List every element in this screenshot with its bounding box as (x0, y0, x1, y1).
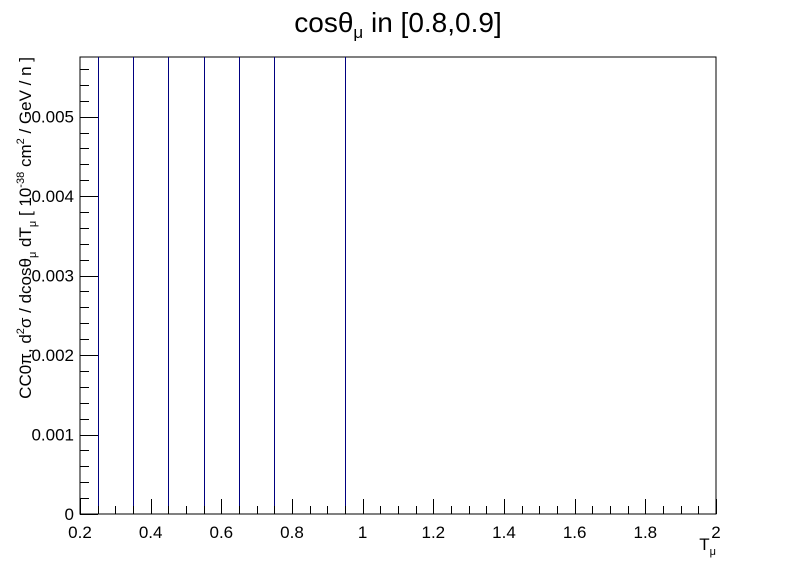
y-axis-label-part5: cm (16, 144, 35, 171)
x-axis-label-base: T (699, 535, 709, 554)
y-tick-label-5: 0.005 (31, 108, 74, 127)
y-tick-label-1: 0.001 (31, 426, 74, 445)
x-tick-label-4: 1 (358, 523, 367, 542)
y-tick-label-0: 0 (65, 505, 74, 524)
x-axis-ticks (80, 499, 717, 514)
y-axis-label-part6: / GeV / n ] (16, 57, 35, 138)
x-axis-label-sub: μ (710, 546, 716, 558)
x-tick-label-1: 0.4 (139, 523, 163, 542)
x-tick-label-8: 1.8 (634, 523, 658, 542)
x-tick-label-5: 1.2 (422, 523, 446, 542)
y-axis-label: CC0π, d2σ / dcosθμ dTμ [ 10-38 cm2 / GeV… (15, 57, 39, 399)
x-tick-label-6: 1.4 (492, 523, 516, 542)
chart-title-rest: in [0.8,0.9] (363, 7, 502, 38)
y-axis-label-sub2: μ (27, 221, 39, 227)
y-axis-ticks (80, 69, 98, 515)
y-axis-label-sup2: -38 (15, 172, 27, 188)
y-axis-label-sup3: 2 (15, 138, 27, 144)
y-axis-label-sub1: μ (27, 252, 39, 258)
x-tick-labels: 0.2 0.4 0.6 0.8 1 1.2 1.4 1.6 1.8 2 (68, 523, 721, 542)
x-tick-label-2: 0.6 (210, 523, 234, 542)
y-axis-label-part1: CC0π, d (16, 334, 35, 399)
chart-title: cosθμ in [0.8,0.9] (294, 7, 502, 42)
y-axis-label-part3: dT (16, 227, 35, 252)
y-tick-label-2: 0.002 (31, 346, 74, 365)
plot-frame (79, 56, 717, 515)
x-tick-label-0: 0.2 (68, 523, 92, 542)
x-tick-label-9: 2 (711, 523, 720, 542)
x-axis-label: Tμ (699, 535, 716, 558)
y-axis-label-sup1: 2 (15, 328, 27, 334)
x-tick-label-3: 0.8 (280, 523, 304, 542)
y-tick-labels: 0 0.001 0.002 0.003 0.004 0.005 (31, 108, 74, 524)
y-tick-label-4: 0.004 (31, 187, 74, 206)
histogram-bin-edges (98, 57, 346, 514)
y-axis-label-part4: [ 10 (16, 188, 35, 221)
y-axis-label-part2: σ / dcosθ (16, 258, 35, 328)
y-tick-label-3: 0.003 (31, 267, 74, 286)
x-tick-label-7: 1.6 (563, 523, 587, 542)
chart-title-sub: μ (353, 23, 363, 42)
chart-title-base: cosθ (294, 7, 353, 38)
